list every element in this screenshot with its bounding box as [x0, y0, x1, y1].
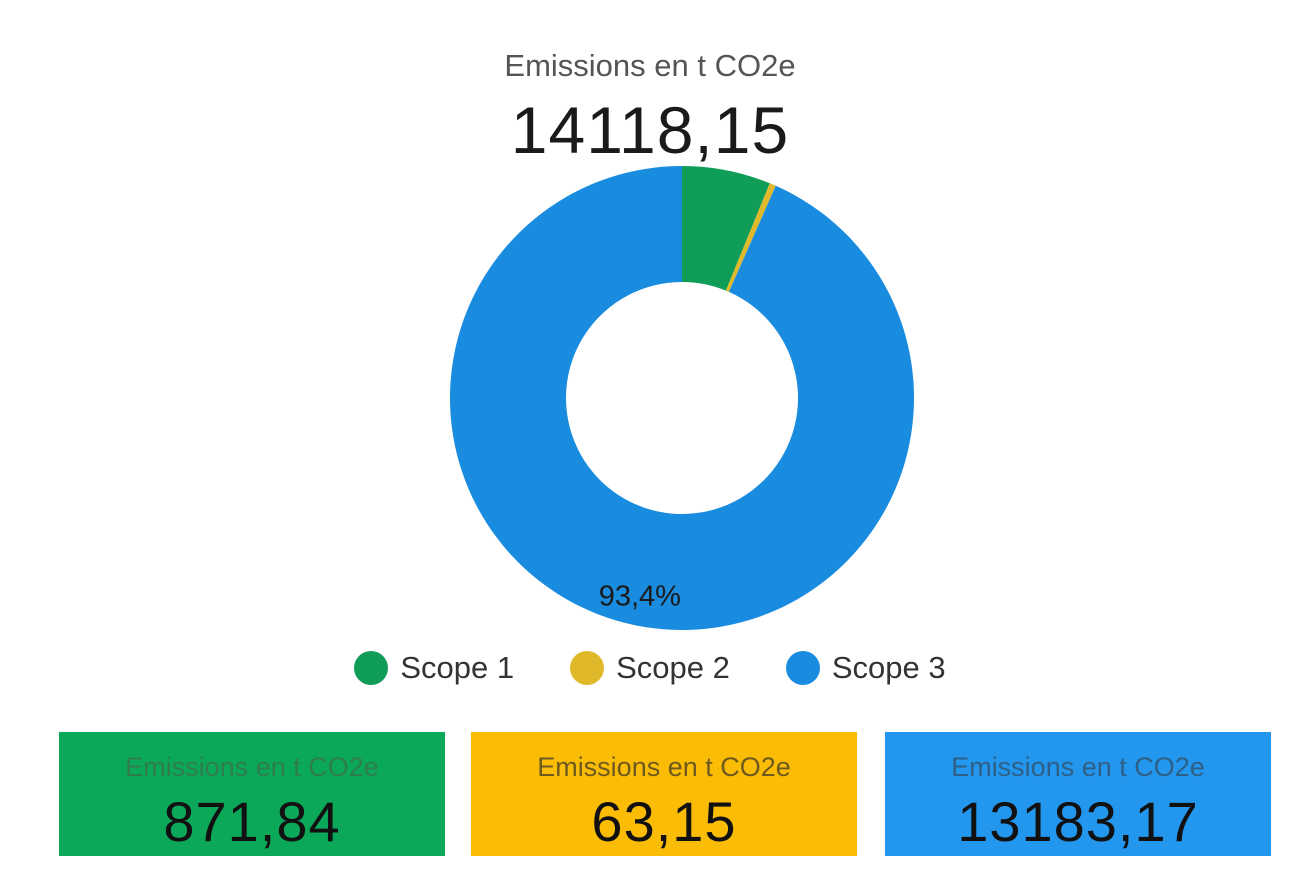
- scope-2-card-label: Emissions en t CO2e: [537, 752, 791, 782]
- legend-label-scope-3: Scope 3: [831, 650, 946, 685]
- scope-cards: Emissions en t CO2e 871,84 Emissions en …: [0, 732, 1300, 856]
- scope-3-card-label: Emissions en t CO2e: [951, 752, 1205, 782]
- legend-item-scope-2[interactable]: Scope 2: [570, 650, 730, 686]
- donut-slice-scope-1[interactable]: [682, 166, 770, 291]
- header-label: Emissions en t CO2e: [504, 48, 796, 83]
- scope-3-card: Emissions en t CO2e 13183,17: [885, 732, 1271, 856]
- chart-legend: Scope 1 Scope 2 Scope 3: [0, 644, 1300, 692]
- legend-item-scope-1[interactable]: Scope 1: [354, 650, 514, 686]
- donut-slice-scope-3[interactable]: [449, 166, 914, 630]
- total-emissions-value: 14118,15: [510, 93, 790, 167]
- donut-slice-scope-2[interactable]: [725, 183, 776, 292]
- scope-1-card: Emissions en t CO2e 871,84: [59, 732, 445, 856]
- scope-3-card-value: 13183,17: [957, 790, 1199, 853]
- legend-item-scope-3[interactable]: Scope 3: [785, 650, 946, 686]
- scope-1-card-value: 871,84: [163, 790, 341, 853]
- scope-2-card-value: 63,15: [591, 790, 737, 853]
- legend-swatch-scope-1: [354, 651, 389, 685]
- donut-data-label: 93,4%: [599, 580, 681, 612]
- scope-1-card-label: Emissions en t CO2e: [125, 752, 379, 782]
- legend-label-scope-1: Scope 1: [400, 650, 515, 685]
- legend-swatch-scope-2: [570, 651, 605, 685]
- legend-label-scope-2: Scope 2: [616, 650, 730, 685]
- legend-swatch-scope-3: [785, 651, 820, 685]
- scope-2-card: Emissions en t CO2e 63,15: [471, 732, 857, 856]
